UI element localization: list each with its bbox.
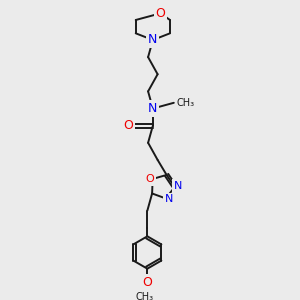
Text: O: O (123, 119, 133, 132)
Text: O: O (146, 174, 154, 184)
Text: N: N (148, 102, 158, 115)
Text: N: N (173, 181, 182, 191)
Text: O: O (142, 275, 152, 289)
Text: CH₃: CH₃ (177, 98, 195, 108)
Text: N: N (148, 34, 158, 46)
Text: O: O (155, 7, 165, 20)
Text: N: N (164, 194, 173, 204)
Text: CH₃: CH₃ (135, 292, 154, 300)
